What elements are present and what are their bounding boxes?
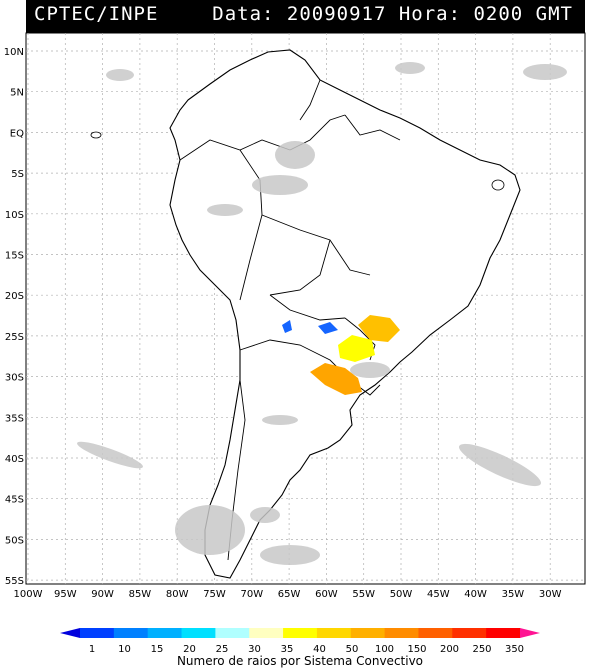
- lat-label: 30S: [5, 373, 24, 384]
- lon-label: 90W: [91, 589, 114, 600]
- legend-swatch: [486, 628, 521, 638]
- lat-label: 20S: [5, 291, 24, 302]
- lon-label: 65W: [278, 589, 301, 600]
- source-label: CPTEC/INPE: [34, 3, 159, 25]
- lon-label: 95W: [54, 589, 77, 600]
- cloud-cover: [77, 62, 567, 565]
- legend-tick: 15: [151, 644, 164, 655]
- convective-systems: [282, 315, 400, 395]
- legend-tick: 35: [281, 644, 294, 655]
- coastal-island: [491, 179, 505, 191]
- legend-tick: 10: [118, 644, 131, 655]
- lat-label: 35S: [5, 413, 24, 424]
- legend-swatch: [350, 628, 386, 638]
- legend-low-arrow: [60, 628, 80, 638]
- lon-label: 30W: [539, 589, 562, 600]
- lon-label: 85W: [129, 589, 152, 600]
- lat-label: 15S: [5, 251, 24, 262]
- lat-label: 40S: [5, 454, 24, 465]
- legend-swatch: [452, 628, 487, 638]
- legend-tick: 1: [89, 644, 95, 655]
- lat-label: EQ: [10, 128, 24, 139]
- lat-label: 10N: [4, 47, 24, 58]
- legend-swatch: [316, 628, 352, 638]
- legend-swatch: [418, 628, 453, 638]
- legend-swatch: [384, 628, 419, 638]
- legend-tick: 30: [248, 644, 261, 655]
- legend-high-arrow: [520, 628, 540, 638]
- lon-label: 45W: [427, 589, 450, 600]
- legend-swatch: [113, 628, 149, 638]
- longitude-labels: 100W 95W 90W 85W 80W 75W 70W 65W 60W 55W 50W 45W 40W…: [14, 589, 562, 600]
- lon-label: 100W: [14, 589, 43, 600]
- lon-label: 60W: [315, 589, 338, 600]
- legend-swatch: [181, 628, 216, 638]
- legend-tick: 100: [375, 644, 394, 655]
- lon-label: 55W: [352, 589, 375, 600]
- lat-label: 55S: [5, 576, 24, 587]
- date-time-label: Data: 20090917 Hora: 0200 GMT: [212, 3, 573, 25]
- legend-tick: 250: [472, 644, 491, 655]
- lon-label: 80W: [166, 589, 189, 600]
- lon-label: 35W: [502, 589, 525, 600]
- legend-tick-labels: 1 10 15 20 25 30 35 40 50 100 150 200 250 350: [89, 644, 524, 655]
- lat-label: 50S: [5, 535, 24, 546]
- galapagos-islands: [90, 131, 102, 139]
- system-orange-2: [310, 363, 362, 395]
- legend-caption: Numero de raios por Sistema Convectivo: [176, 654, 424, 668]
- lon-label: 50W: [390, 589, 413, 600]
- legend-tick: 25: [216, 644, 229, 655]
- legend-swatch: [147, 628, 183, 638]
- lon-label: 40W: [464, 589, 487, 600]
- legend-tick: 40: [313, 644, 326, 655]
- system-orange-1: [358, 315, 400, 342]
- legend-tick: 20: [183, 644, 196, 655]
- legend-swatch: [283, 628, 318, 638]
- lat-label: 25S: [5, 332, 24, 343]
- lon-label: 75W: [203, 589, 226, 600]
- lat-label: 45S: [5, 495, 24, 506]
- title-bar: CPTEC/INPE Data: 20090917 Hora: 0200 GMT: [26, 0, 585, 33]
- system-yellow-1: [338, 335, 375, 362]
- legend-swatch: [80, 628, 115, 638]
- legend-tick: 350: [505, 644, 524, 655]
- lat-label: 5N: [10, 88, 24, 99]
- system-blue-2: [318, 322, 338, 334]
- system-blue-1: [282, 320, 292, 333]
- legend-tick: 50: [346, 644, 359, 655]
- lat-label: 10S: [5, 210, 24, 221]
- legend-swatch: [215, 628, 250, 638]
- legend-tick: 200: [440, 644, 459, 655]
- legend-colorbar: [60, 628, 540, 638]
- legend-tick: 150: [407, 644, 426, 655]
- legend-swatch: [249, 628, 284, 638]
- lon-label: 70W: [240, 589, 263, 600]
- lat-label: 5S: [11, 169, 24, 180]
- latitude-labels: 10N 5N EQ 5S 10S 15S 20S 25S 30S 35S 40S 45S 50S 55S: [4, 47, 24, 587]
